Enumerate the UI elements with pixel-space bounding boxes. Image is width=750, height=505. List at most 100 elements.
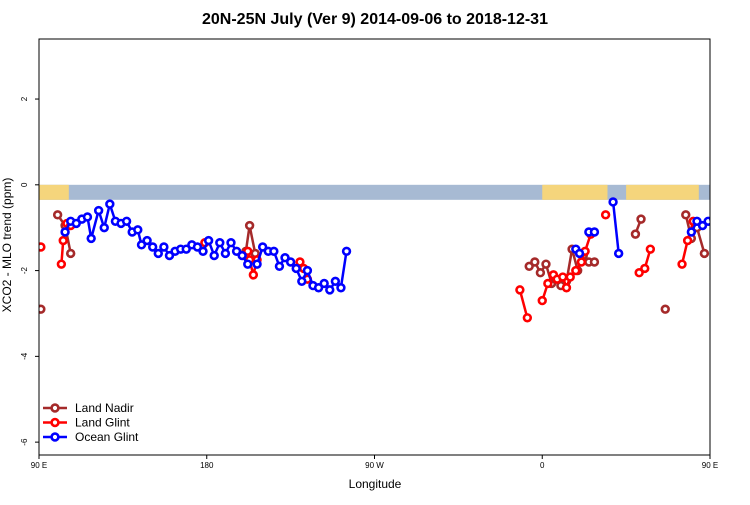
ocean-glint-point: [341, 246, 352, 256]
land-glint-point: [645, 244, 656, 254]
x-tick-label: 90 E: [702, 461, 718, 470]
land-nadir-point: [530, 257, 540, 267]
map-land: [39, 184, 69, 200]
map-land: [542, 184, 608, 200]
land-nadir-point: [541, 259, 551, 269]
ocean-glint-point: [285, 257, 296, 267]
land-glint-point: [561, 283, 572, 293]
y-tick-label: -2: [20, 266, 29, 274]
ocean-glint-point: [330, 276, 341, 287]
y-axis-label: XCO2 - MLO trend (ppm): [0, 178, 14, 313]
land-glint-point: [248, 270, 259, 280]
ocean-glint-point: [336, 283, 346, 293]
ocean-glint-point: [589, 227, 600, 237]
land-glint-point: [543, 278, 553, 289]
chart-title: 20N-25N July (Ver 9) 2014-09-06 to 2018-…: [202, 11, 548, 28]
land-nadir-point: [589, 257, 600, 267]
ocean-glint-point: [93, 205, 104, 216]
land-glint-point: [56, 259, 67, 269]
land-glint-point: [39, 242, 46, 252]
ocean-glint-point: [215, 238, 225, 248]
land-glint-point: [58, 235, 68, 246]
ocean-glint-point: [198, 246, 208, 256]
land-nadir-point: [636, 214, 646, 224]
land-nadir-point: [630, 229, 641, 239]
ocean-glint-point: [302, 265, 313, 276]
x-axis-label: Longitude: [349, 477, 402, 491]
ocean-glint-point: [574, 248, 585, 259]
land-nadir-point: [535, 268, 546, 278]
ocean-glint-point: [274, 261, 285, 271]
land-nadir-point: [52, 210, 63, 220]
x-tick-label: 0: [540, 461, 545, 470]
x-tick-label: 180: [200, 461, 214, 470]
x-tick-label: 90 E: [31, 461, 47, 470]
series-ocean-glint: [60, 197, 745, 295]
ocean-glint-point: [291, 263, 301, 274]
ocean-glint-point: [86, 233, 96, 244]
axes: 90 E 180 90 W 0 90 E 2 0 -2 -4 -6: [20, 96, 718, 470]
legend-marker: [50, 403, 60, 413]
plot-data: [39, 197, 745, 323]
ocean-glint-point: [722, 207, 729, 214]
ocean-glint-point: [686, 227, 697, 237]
y-tick-label: 0: [20, 182, 29, 187]
land-glint-point: [677, 259, 687, 269]
land-glint-point: [295, 257, 305, 267]
ocean-glint-point: [121, 216, 132, 226]
legend-label: Land Glint: [75, 416, 130, 430]
ocean-glint-point: [226, 238, 236, 248]
ocean-glint-point: [703, 216, 710, 226]
land-nadir-point: [65, 248, 76, 259]
land-nadir-point: [39, 304, 46, 314]
ocean-glint-point: [297, 276, 307, 287]
land-glint-point: [571, 265, 581, 276]
y-tick-label: -4: [20, 352, 29, 360]
ocean-glint-point: [243, 259, 253, 269]
ocean-glint-point: [709, 216, 710, 222]
legend-item-land-glint: Land Glint: [43, 416, 130, 430]
ocean-glint-point: [203, 235, 214, 246]
ocean-glint-point: [716, 235, 723, 242]
y-tick-label: -6: [20, 438, 29, 446]
land-glint-point: [537, 295, 547, 306]
ocean-glint-point: [613, 248, 624, 259]
map-ocean: [39, 184, 710, 200]
ocean-glint-point: [159, 242, 169, 252]
ocean-glint-point: [105, 199, 115, 209]
land-glint-point: [558, 272, 568, 282]
ocean-glint-point: [237, 250, 247, 261]
legend-item-ocean-glint: Ocean Glint: [43, 430, 139, 444]
ocean-glint-point: [82, 212, 93, 222]
ocean-glint-point: [727, 224, 734, 231]
land-glint-point: [565, 272, 575, 282]
ocean-glint-point: [99, 223, 109, 233]
ocean-glint-point: [60, 227, 70, 237]
land-glint-point: [576, 257, 587, 267]
legend-item-land-nadir: Land Nadir: [43, 401, 134, 415]
ocean-glint-line: [611, 201, 620, 254]
ocean-glint-point: [133, 225, 143, 235]
ocean-glint-point: [733, 201, 740, 208]
land-glint-point: [682, 235, 693, 246]
ocean-glint-point: [147, 242, 158, 252]
legend-label: Land Nadir: [75, 401, 134, 415]
ocean-glint-point: [319, 278, 329, 289]
ocean-glint-point: [209, 250, 219, 261]
legend-label: Ocean Glint: [75, 430, 139, 444]
legend-marker: [50, 417, 60, 428]
land-glint-point: [600, 210, 611, 220]
ocean-glint-point: [153, 248, 163, 259]
ocean-glint-point: [142, 235, 152, 246]
land-glint-point: [515, 285, 525, 295]
map-strip: [39, 184, 710, 200]
ocean-glint-point: [252, 259, 262, 269]
ocean-glint-point: [325, 285, 335, 295]
y-tick-label: 2: [20, 96, 29, 101]
ocean-glint-point: [269, 246, 279, 256]
x-tick-label: 90 W: [365, 461, 384, 470]
land-nadir-point: [699, 248, 710, 259]
ocean-glint-point: [738, 218, 745, 225]
